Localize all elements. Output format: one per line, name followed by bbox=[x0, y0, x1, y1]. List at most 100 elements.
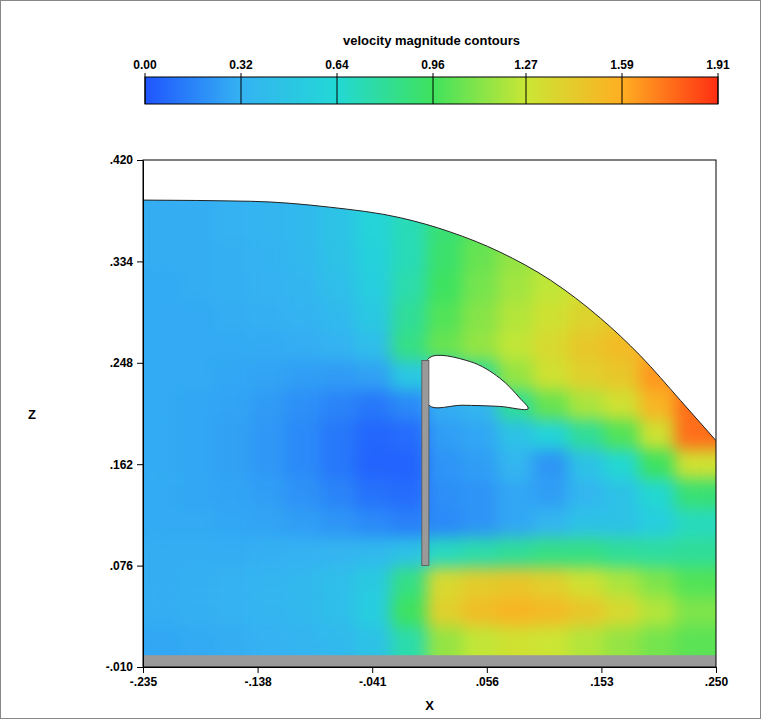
title: velocity magnitude contours bbox=[343, 33, 520, 48]
cell bbox=[214, 449, 250, 479]
cell bbox=[249, 272, 285, 302]
tick-mark bbox=[601, 667, 602, 673]
cell bbox=[320, 301, 356, 331]
cell bbox=[214, 360, 250, 390]
cell bbox=[285, 419, 321, 449]
cell bbox=[604, 390, 640, 420]
tick-label: .334 bbox=[110, 255, 134, 269]
cell bbox=[391, 243, 427, 273]
cell bbox=[639, 626, 675, 656]
cell bbox=[533, 360, 569, 390]
cell bbox=[143, 213, 179, 243]
cell bbox=[214, 478, 250, 508]
cell bbox=[249, 478, 285, 508]
cell bbox=[214, 567, 250, 597]
cell bbox=[356, 537, 392, 567]
cell bbox=[214, 419, 250, 449]
cell bbox=[675, 567, 716, 597]
cell bbox=[462, 331, 498, 361]
cell bbox=[320, 243, 356, 273]
cell bbox=[391, 626, 427, 656]
colorbar-ticks: 0.000.320.640.961.271.591.91 bbox=[133, 58, 730, 104]
cell bbox=[639, 419, 675, 449]
tick-label: -.041 bbox=[359, 675, 387, 689]
cell bbox=[568, 537, 604, 567]
cell bbox=[675, 508, 716, 538]
cell bbox=[356, 213, 392, 243]
cell bbox=[356, 478, 392, 508]
cell bbox=[427, 508, 463, 538]
cell bbox=[214, 508, 250, 538]
cell bbox=[285, 360, 321, 390]
cell bbox=[391, 331, 427, 361]
axis-line bbox=[143, 161, 144, 668]
cell bbox=[214, 596, 250, 626]
cell bbox=[391, 567, 427, 597]
colorbar-tick-label: 1.59 bbox=[610, 58, 634, 72]
tick: .056 bbox=[476, 667, 500, 689]
cell bbox=[320, 331, 356, 361]
cell bbox=[178, 213, 214, 243]
cell bbox=[639, 537, 675, 567]
cell bbox=[285, 331, 321, 361]
cell bbox=[143, 537, 179, 567]
cell bbox=[249, 390, 285, 420]
cell bbox=[143, 390, 179, 420]
cell bbox=[320, 567, 356, 597]
cell bbox=[249, 596, 285, 626]
axis-line bbox=[144, 667, 717, 668]
cell bbox=[604, 537, 640, 567]
colorbar-tick bbox=[145, 73, 146, 104]
cell bbox=[214, 331, 250, 361]
cell bbox=[639, 449, 675, 479]
cell bbox=[249, 449, 285, 479]
cavity bbox=[423, 355, 528, 409]
cell bbox=[356, 449, 392, 479]
cell bbox=[285, 596, 321, 626]
tick: .334 bbox=[110, 255, 143, 269]
cell bbox=[143, 419, 179, 449]
cell bbox=[427, 419, 463, 449]
tick-label: .056 bbox=[476, 675, 500, 689]
cell bbox=[427, 243, 463, 273]
colorbar-tick bbox=[718, 73, 719, 104]
cell bbox=[285, 272, 321, 302]
tick-mark bbox=[137, 667, 143, 668]
cell bbox=[427, 567, 463, 597]
cell bbox=[639, 390, 675, 420]
tick-label: .248 bbox=[110, 356, 134, 370]
cell bbox=[604, 596, 640, 626]
cell bbox=[533, 508, 569, 538]
cell bbox=[533, 596, 569, 626]
cell bbox=[178, 596, 214, 626]
cell bbox=[320, 360, 356, 390]
cell bbox=[320, 478, 356, 508]
cell bbox=[533, 449, 569, 479]
cell bbox=[249, 213, 285, 243]
cell bbox=[462, 626, 498, 656]
cell bbox=[533, 301, 569, 331]
cell bbox=[249, 508, 285, 538]
cell bbox=[427, 478, 463, 508]
tick: .420 bbox=[110, 153, 143, 167]
tick: -.041 bbox=[359, 667, 387, 689]
cell bbox=[427, 301, 463, 331]
cell bbox=[320, 419, 356, 449]
cell bbox=[356, 567, 392, 597]
cell bbox=[178, 360, 214, 390]
cell bbox=[320, 537, 356, 567]
tick-mark bbox=[372, 667, 373, 673]
cell bbox=[285, 301, 321, 331]
colorbar-tick-label: 1.27 bbox=[514, 58, 538, 72]
colorbar-tick bbox=[622, 73, 623, 104]
cell bbox=[675, 478, 716, 508]
cell bbox=[178, 301, 214, 331]
cell bbox=[285, 626, 321, 656]
cell bbox=[497, 567, 533, 597]
tick: -.138 bbox=[244, 667, 272, 689]
cell bbox=[320, 449, 356, 479]
cell bbox=[249, 243, 285, 273]
cell bbox=[178, 626, 214, 656]
cell bbox=[639, 478, 675, 508]
colorbar-tick bbox=[526, 73, 527, 104]
